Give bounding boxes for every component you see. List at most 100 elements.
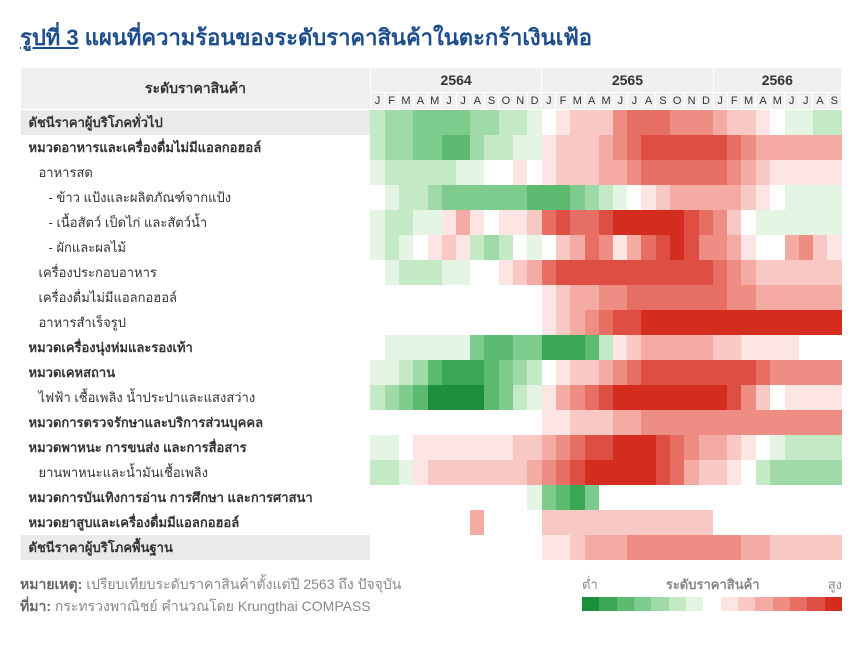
heat-cell	[613, 260, 627, 285]
row-label: หมวดการตรวจรักษาและบริการส่วนบุคคล	[21, 410, 371, 435]
month-header: F	[556, 93, 570, 110]
heat-cell	[527, 235, 541, 260]
heat-cell	[385, 410, 399, 435]
heat-cell	[542, 110, 556, 136]
heat-cell	[699, 360, 713, 385]
heat-cell	[542, 285, 556, 310]
heat-cell	[770, 185, 784, 210]
heat-cell	[556, 435, 570, 460]
heat-cell	[484, 110, 498, 136]
heat-cell	[585, 185, 599, 210]
heat-cell	[499, 160, 513, 185]
heat-cell	[556, 510, 570, 535]
heat-cell	[513, 110, 527, 136]
heat-cell	[456, 335, 470, 360]
heat-cell	[527, 310, 541, 335]
table-head: ระดับราคาสินค้า256425652566JFMAMJJASONDJ…	[21, 68, 842, 110]
heat-cell	[656, 210, 670, 235]
heat-cell	[556, 285, 570, 310]
heat-cell	[713, 535, 727, 560]
heat-cell	[484, 235, 498, 260]
heat-cell	[442, 185, 456, 210]
heat-cell	[670, 185, 684, 210]
row-label: หมวดการบันเทิงการอ่าน การศึกษา และการศาส…	[21, 485, 371, 510]
heat-cell	[756, 385, 770, 410]
heat-cell	[641, 335, 655, 360]
heat-cell	[741, 360, 755, 385]
heat-cell	[713, 485, 727, 510]
heat-cell	[670, 485, 684, 510]
heat-cell	[428, 310, 442, 335]
heat-cell	[613, 485, 627, 510]
heat-cell	[542, 435, 556, 460]
heat-cell	[585, 160, 599, 185]
heat-cell	[827, 510, 841, 535]
heat-cell	[684, 185, 698, 210]
heat-cell	[799, 285, 813, 310]
heat-cell	[613, 160, 627, 185]
month-header: S	[484, 93, 498, 110]
heat-cell	[499, 360, 513, 385]
heat-cell	[570, 510, 584, 535]
heat-cell	[785, 510, 799, 535]
heat-cell	[713, 235, 727, 260]
legend-high: สูง	[828, 574, 842, 595]
month-header: A	[641, 93, 655, 110]
heat-cell	[641, 435, 655, 460]
heat-cell	[385, 485, 399, 510]
heat-cell	[456, 235, 470, 260]
heat-cell	[527, 410, 541, 435]
heat-cell	[484, 410, 498, 435]
heat-cell	[527, 285, 541, 310]
heat-cell	[570, 110, 584, 136]
heat-cell	[556, 460, 570, 485]
heat-cell	[827, 135, 841, 160]
heat-cell	[785, 410, 799, 435]
heat-cell	[413, 110, 427, 136]
heat-cell	[699, 435, 713, 460]
heat-cell	[570, 310, 584, 335]
heat-cell	[670, 285, 684, 310]
heat-cell	[385, 360, 399, 385]
heat-cell	[613, 310, 627, 335]
row-label: เครื่องประกอบอาหาร	[21, 260, 371, 285]
heat-cell	[428, 110, 442, 136]
year-header: 2565	[542, 68, 713, 93]
heat-cell	[627, 410, 641, 435]
heat-cell	[428, 410, 442, 435]
heat-cell	[713, 285, 727, 310]
legend-swatch	[721, 597, 738, 611]
heat-cell	[499, 110, 513, 136]
legend-swatch	[599, 597, 616, 611]
heat-cell	[641, 135, 655, 160]
heat-cell	[827, 460, 841, 485]
heat-cell	[556, 485, 570, 510]
heat-cell	[470, 435, 484, 460]
heat-cell	[641, 160, 655, 185]
heat-cell	[656, 310, 670, 335]
heat-cell	[656, 135, 670, 160]
heat-cell	[599, 460, 613, 485]
heat-cell	[428, 210, 442, 235]
heat-cell	[385, 110, 399, 136]
heat-cell	[413, 210, 427, 235]
footer: หมายเหตุ: เปรียบเทียบระดับราคาสินค้าตั้ง…	[20, 574, 842, 618]
heat-cell	[527, 535, 541, 560]
heat-cell	[613, 110, 627, 136]
row-label: หมวดยาสูบและเครื่องดื่มมีแอลกอฮอล์	[21, 510, 371, 535]
heat-cell	[570, 535, 584, 560]
category-header: ระดับราคาสินค้า	[21, 68, 371, 110]
heat-cell	[827, 385, 841, 410]
heat-cell	[456, 260, 470, 285]
heat-cell	[542, 510, 556, 535]
heat-cell	[613, 460, 627, 485]
heat-cell	[641, 235, 655, 260]
heat-cell	[499, 185, 513, 210]
heat-cell	[442, 535, 456, 560]
heat-cell	[499, 210, 513, 235]
heat-cell	[370, 460, 384, 485]
heat-cell	[684, 110, 698, 136]
heat-cell	[428, 510, 442, 535]
heat-cell	[713, 135, 727, 160]
heat-cell	[385, 185, 399, 210]
